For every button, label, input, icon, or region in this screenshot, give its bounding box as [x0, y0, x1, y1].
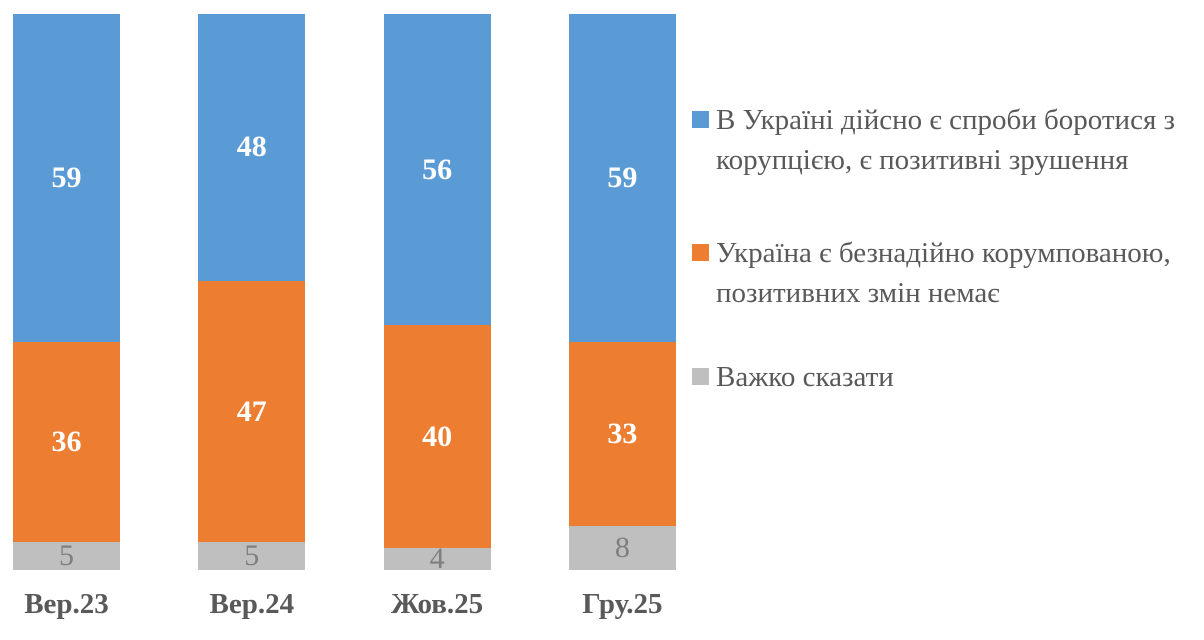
bar-segment: 5 — [13, 539, 120, 573]
bar-value-label: 5 — [59, 539, 74, 573]
x-axis-label: Гру.25 — [582, 588, 663, 620]
bar-value-label: 33 — [607, 416, 638, 450]
bar-value-label: 5 — [244, 539, 260, 573]
bar-value-label: 36 — [51, 425, 82, 459]
bar-segment: 40 — [383, 325, 491, 548]
legend-label-line: позитивних змін немає — [716, 277, 1000, 309]
legend-label: Україна є безнадійно корумпованою, позити… — [716, 233, 1171, 313]
legend-item: В Україні дійсно є спроби боротися з кору… — [692, 100, 1175, 180]
x-axis-label: Вер.23 — [24, 588, 109, 620]
legend-swatch — [692, 244, 709, 261]
legend-item: Україна є безнадійно корумпованою, позити… — [692, 233, 1171, 313]
x-axis-label: Жов.25 — [391, 588, 484, 620]
bar-segment: 36 — [13, 342, 120, 543]
bar-segment: 47 — [198, 280, 306, 543]
bar-value-label: 59 — [51, 161, 82, 195]
bar-segment: 5 — [198, 539, 306, 573]
bar-segment: 59 — [13, 14, 120, 343]
legend-label: Важко сказати — [716, 357, 894, 397]
legend-label-line: Важко сказати — [716, 361, 894, 393]
stacked-bar-chart: 59 36 5 Вер.23 48 47 5 Вер.24 56 40 4 Жов.25 59 33 8 Гр… — [13, 14, 676, 620]
bar-value-label: 40 — [422, 419, 453, 453]
bar-segment: 59 — [568, 14, 676, 343]
bar-segment: 48 — [198, 14, 306, 281]
bar-segment: 8 — [568, 525, 676, 570]
legend-label-line: В Україні дійсно є спроби боротися з — [716, 104, 1175, 136]
legend-swatch — [692, 368, 709, 385]
bar-value-label: 48 — [236, 130, 267, 164]
bar-value-label: 56 — [422, 152, 453, 186]
bar-value-label: 4 — [429, 541, 445, 575]
x-axis-label: Вер.24 — [209, 588, 295, 620]
bar-segment: 4 — [383, 543, 491, 573]
bar-segment: 33 — [568, 342, 676, 526]
legend-label: В Україні дійсно є спроби боротися з кору… — [716, 100, 1175, 180]
legend-label-line: корупцією, є позитивні зрушення — [716, 144, 1129, 176]
legend-swatch — [692, 111, 709, 128]
bar-segment: 56 — [383, 14, 491, 326]
legend-label-line: Україна є безнадійно корумпованою, — [716, 237, 1171, 269]
bar-value-label: 47 — [236, 394, 267, 428]
legend-item: Важко сказати — [692, 357, 894, 397]
bar-value-label: 59 — [607, 161, 638, 195]
bar-value-label: 8 — [614, 530, 630, 564]
chart-legend: В Україні дійсно є спроби боротися з кору… — [692, 0, 1204, 640]
